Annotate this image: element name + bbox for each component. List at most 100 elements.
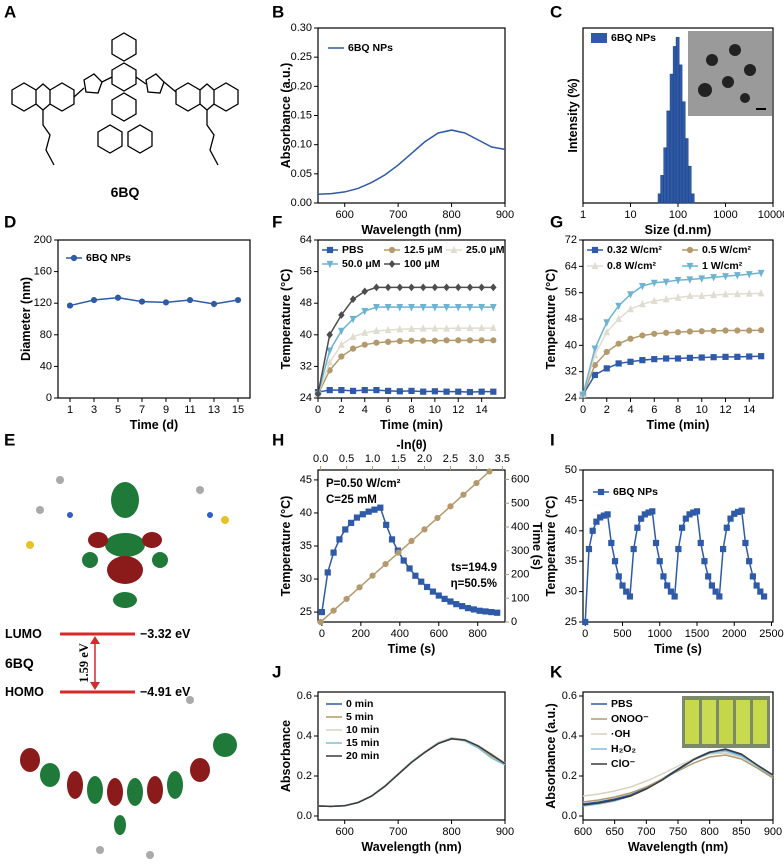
marker bbox=[591, 345, 599, 353]
marker bbox=[591, 371, 598, 379]
plot-frame bbox=[582, 469, 774, 623]
chemical-structure bbox=[11, 32, 239, 166]
marker bbox=[408, 537, 415, 545]
marker bbox=[615, 302, 623, 311]
marker bbox=[443, 304, 450, 312]
marker bbox=[431, 324, 439, 332]
y-axis-label: Temperature (°C) bbox=[279, 496, 293, 597]
marker bbox=[638, 299, 646, 308]
marker bbox=[421, 526, 428, 533]
marker bbox=[326, 358, 334, 366]
marker bbox=[408, 283, 415, 292]
marker bbox=[423, 583, 431, 591]
marker bbox=[443, 283, 450, 292]
marker bbox=[603, 327, 611, 336]
y-axis-label: Diameter (nm) bbox=[19, 277, 33, 361]
series-line bbox=[317, 286, 494, 395]
histogram-bar bbox=[660, 175, 664, 204]
marker bbox=[464, 605, 472, 612]
y-tick-label: 0.0 bbox=[562, 810, 577, 822]
legend-label: 0 min bbox=[346, 698, 373, 710]
marker bbox=[400, 557, 407, 564]
y-tick-label: 25 bbox=[300, 606, 312, 618]
marker bbox=[745, 271, 753, 279]
marker bbox=[579, 391, 587, 400]
marker bbox=[420, 388, 427, 395]
x-tick-label: 5 bbox=[115, 404, 121, 416]
marker bbox=[494, 609, 501, 616]
x-tick-label: 900 bbox=[496, 209, 514, 221]
marker bbox=[686, 354, 693, 361]
marker bbox=[337, 327, 345, 336]
marker bbox=[356, 584, 363, 591]
marker bbox=[396, 324, 404, 333]
panel-label: G bbox=[550, 213, 563, 232]
marker bbox=[419, 283, 427, 292]
marker bbox=[429, 588, 437, 595]
y2-tick-label: 500 bbox=[511, 497, 529, 509]
marker bbox=[733, 289, 741, 298]
x-axis-label: Time (d) bbox=[130, 418, 178, 432]
marker bbox=[408, 337, 415, 344]
marker bbox=[626, 593, 634, 600]
marker bbox=[757, 588, 764, 595]
marker bbox=[615, 360, 622, 367]
x-tick-label: 600 bbox=[430, 628, 448, 640]
y-tick-label: 48 bbox=[300, 297, 312, 309]
y-tick-label: 32 bbox=[565, 366, 577, 378]
x-tick-label: 15 bbox=[232, 404, 244, 416]
marker bbox=[662, 294, 670, 303]
x-tick-label: 13 bbox=[208, 404, 220, 416]
y-axis-label: Temperature (°C) bbox=[544, 269, 558, 370]
y2-tick-label: 200 bbox=[511, 569, 529, 581]
x-tick-label: 0 bbox=[315, 404, 321, 416]
marker bbox=[734, 327, 741, 334]
marker bbox=[373, 326, 380, 334]
series-line bbox=[317, 339, 494, 395]
legend-label: PBS bbox=[342, 244, 364, 256]
marker bbox=[210, 300, 218, 308]
y-tick-label: 200 bbox=[34, 234, 52, 246]
marker bbox=[753, 582, 760, 589]
x-tick-label: 800 bbox=[700, 826, 718, 838]
marker bbox=[663, 329, 670, 336]
legend-label: 0.5 W/cm² bbox=[702, 244, 752, 256]
x-tick-label: 6 bbox=[651, 404, 657, 416]
marker bbox=[431, 283, 439, 292]
series-line bbox=[582, 754, 774, 803]
chart: 0 500 1000 1500 2000 2500 25 30 35 40 45 50 Time (s)… bbox=[544, 464, 784, 656]
marker bbox=[489, 323, 497, 332]
marker bbox=[466, 283, 474, 292]
marker bbox=[639, 332, 646, 339]
marker bbox=[674, 329, 682, 336]
marker bbox=[317, 618, 324, 626]
marker bbox=[377, 504, 384, 511]
legend-label: H₂O₂ bbox=[611, 743, 636, 755]
marker bbox=[408, 387, 415, 394]
y-tick-label: 0.05 bbox=[291, 168, 312, 180]
histogram-bar bbox=[675, 36, 680, 204]
x-tick-label: 7 bbox=[139, 404, 145, 416]
marker bbox=[722, 327, 729, 334]
marker bbox=[443, 324, 450, 332]
chart: 1 10 100 1000 10000 Size (d.nm) Intensity (%) 6… bbox=[566, 27, 784, 237]
x-tick-label: 2000 bbox=[722, 628, 746, 640]
marker bbox=[369, 572, 376, 579]
marker bbox=[760, 593, 768, 600]
series-line bbox=[582, 272, 762, 395]
marker bbox=[408, 304, 415, 312]
plot-frame bbox=[57, 239, 251, 399]
marker bbox=[396, 388, 403, 395]
y-tick-label: 24 bbox=[300, 392, 312, 404]
legend-marker bbox=[450, 245, 458, 254]
y-tick-label: 0.6 bbox=[562, 690, 577, 702]
legend-marker bbox=[686, 262, 694, 271]
y-tick-label: 40 bbox=[565, 525, 577, 537]
legend-marker bbox=[591, 261, 599, 270]
x2-tick-label: 2.0 bbox=[417, 453, 432, 465]
marker bbox=[698, 275, 706, 283]
y-tick-label: 35 bbox=[565, 555, 577, 567]
x-tick-label: 0 bbox=[580, 404, 586, 416]
marker bbox=[651, 356, 658, 363]
marker bbox=[478, 388, 485, 395]
